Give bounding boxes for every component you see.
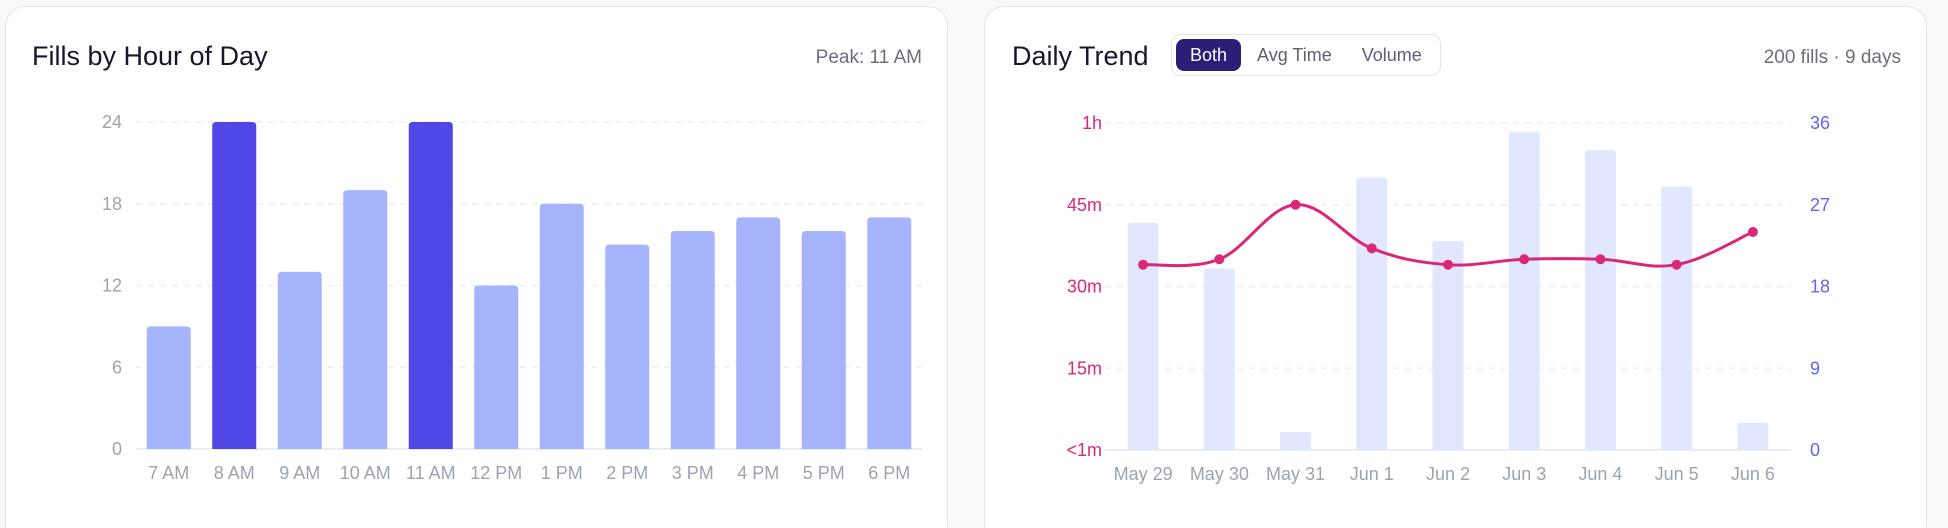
hourly-fills-card: Fills by Hour of Day Peak: 11 AM 0 6 12 18 2…: [5, 6, 948, 528]
x-tick-label: Jun 2: [1426, 464, 1470, 484]
peak-hour-label: Peak: 11 AM: [815, 47, 922, 68]
bar: [867, 217, 912, 449]
x-tick-label: May 31: [1266, 464, 1325, 484]
x-tick-label: May 30: [1190, 464, 1249, 484]
x-tick-label: Jun 3: [1502, 464, 1546, 484]
x-tick-label: Jun 4: [1578, 464, 1622, 484]
x-tick-label: Jun 1: [1350, 464, 1394, 484]
x-tick-label: May 29: [1114, 464, 1173, 484]
left-y-tick-label: 15m: [1067, 358, 1102, 378]
volume-bar: [1737, 422, 1769, 450]
trend-chart-title: Daily Trend: [1012, 41, 1149, 71]
bar: [474, 285, 519, 449]
volume-bar: [1356, 177, 1388, 450]
x-tick-label: Jun 6: [1731, 464, 1775, 484]
avg-time-point: [1138, 259, 1149, 270]
right-y-tick-label: 0: [1810, 440, 1820, 460]
y-tick-label: 12: [102, 276, 122, 296]
x-tick-label: 10 AM: [340, 463, 391, 483]
hourly-bar-chart: 0 6 12 18 24 7 AM 8 AM 9 AM 10 AM 11 AM 12 PM 1 PM 2…: [102, 112, 922, 483]
volume-bar: [1584, 150, 1616, 450]
volume-bar: [1280, 431, 1312, 450]
avg-time-point: [1214, 254, 1225, 265]
x-tick-label: 12 PM: [470, 463, 522, 483]
avg-time-point: [1747, 227, 1758, 237]
bar: [801, 231, 846, 449]
toggle-both-button[interactable]: Both: [1176, 39, 1242, 71]
x-tick-label: Jun 5: [1655, 464, 1699, 484]
x-tick-label: 2 PM: [606, 463, 648, 483]
left-y-tick-label: 45m: [1067, 195, 1102, 215]
left-y-tick-label: 1h: [1082, 113, 1102, 133]
toggle-volume-button[interactable]: Volume: [1361, 45, 1422, 65]
x-tick-label: 1 PM: [541, 463, 583, 483]
bar: [146, 326, 191, 449]
avg-time-point: [1290, 199, 1301, 210]
x-tick-label: 6 PM: [868, 463, 910, 483]
bar: [736, 217, 781, 449]
right-y-tick-label: 27: [1810, 195, 1830, 215]
volume-bar: [1661, 186, 1693, 451]
y-tick-label: 18: [102, 194, 122, 214]
x-tick-label: 5 PM: [803, 463, 845, 483]
y-tick-label: 0: [112, 439, 122, 459]
toggle-avg-time-button[interactable]: Avg Time: [1257, 45, 1332, 65]
x-tick-label: 11 AM: [406, 463, 456, 483]
x-tick-label: 4 PM: [737, 463, 779, 483]
right-y-tick-label: 9: [1810, 358, 1820, 378]
left-y-tick-label: 30m: [1067, 277, 1102, 297]
right-y-tick-label: 36: [1810, 113, 1830, 133]
avg-time-point: [1519, 254, 1530, 265]
avg-time-point: [1595, 254, 1606, 265]
right-y-tick-label: 18: [1810, 277, 1830, 297]
x-tick-label: 3 PM: [672, 463, 714, 483]
hourly-chart-title: Fills by Hour of Day: [32, 41, 268, 71]
bar: [343, 190, 388, 449]
fills-summary-label: 200 fills · 9 days: [1763, 47, 1901, 68]
bar: [212, 122, 257, 449]
avg-time-point: [1671, 259, 1682, 270]
left-y-tick-label: <1m: [1066, 440, 1102, 460]
bar: [605, 244, 650, 449]
x-tick-label: 8 AM: [214, 463, 255, 483]
x-tick-label: 9 AM: [279, 463, 320, 483]
y-tick-label: 24: [102, 112, 122, 132]
bar: [277, 271, 322, 449]
volume-bar: [1432, 241, 1464, 450]
volume-bar: [1508, 132, 1540, 450]
bar: [408, 122, 453, 449]
volume-bar: [1127, 222, 1159, 450]
avg-time-point: [1366, 243, 1377, 254]
avg-time-point: [1443, 259, 1453, 270]
y-tick-label: 6: [112, 357, 122, 377]
daily-trend-chart: <1m 15m 30m 45m 1h 0 9 18 27 36 May 29 May 30 May 31…: [1066, 113, 1830, 484]
bar: [539, 203, 584, 449]
metric-toggle: Both Avg Time Volume: [1171, 34, 1441, 76]
bar: [670, 231, 715, 449]
x-tick-label: 7 AM: [148, 463, 189, 483]
daily-trend-card: Daily Trend Both Avg Time Volume 200 fil…: [984, 6, 1927, 528]
volume-bar: [1203, 268, 1235, 450]
